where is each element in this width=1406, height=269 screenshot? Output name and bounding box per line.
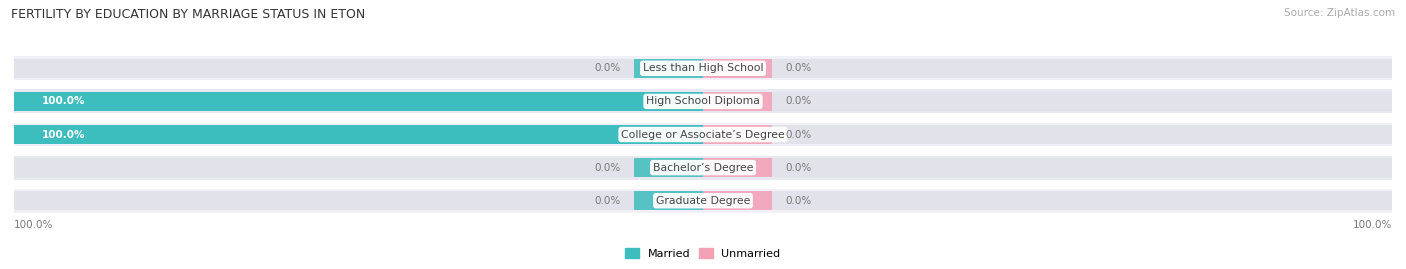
Bar — [14, 56, 1392, 80]
Bar — [634, 158, 703, 177]
Bar — [703, 158, 772, 177]
Bar — [14, 92, 1392, 111]
Text: 0.0%: 0.0% — [786, 129, 811, 140]
Bar — [703, 191, 772, 210]
Text: FERTILITY BY EDUCATION BY MARRIAGE STATUS IN ETON: FERTILITY BY EDUCATION BY MARRIAGE STATU… — [11, 8, 366, 21]
Bar — [14, 125, 703, 144]
Text: 0.0%: 0.0% — [786, 63, 811, 73]
Bar — [14, 90, 1392, 113]
Text: 100.0%: 100.0% — [42, 96, 86, 107]
Text: 0.0%: 0.0% — [595, 63, 620, 73]
Text: 0.0%: 0.0% — [786, 162, 811, 173]
Legend: Married, Unmarried: Married, Unmarried — [621, 243, 785, 263]
Text: 0.0%: 0.0% — [595, 196, 620, 206]
Text: Graduate Degree: Graduate Degree — [655, 196, 751, 206]
Bar — [14, 158, 1392, 177]
Text: 100.0%: 100.0% — [1353, 220, 1392, 230]
Bar — [14, 123, 1392, 146]
Text: 100.0%: 100.0% — [14, 220, 53, 230]
Bar — [14, 156, 1392, 179]
Bar — [703, 59, 772, 78]
Bar — [14, 125, 1392, 144]
Bar — [14, 92, 703, 111]
Text: Bachelor’s Degree: Bachelor’s Degree — [652, 162, 754, 173]
Text: 0.0%: 0.0% — [595, 162, 620, 173]
Bar — [703, 92, 772, 111]
Bar — [703, 125, 772, 144]
Text: Less than High School: Less than High School — [643, 63, 763, 73]
Bar — [634, 59, 703, 78]
Bar — [634, 92, 703, 111]
Text: High School Diploma: High School Diploma — [647, 96, 759, 107]
Bar — [14, 191, 1392, 210]
Text: College or Associate’s Degree: College or Associate’s Degree — [621, 129, 785, 140]
Text: Source: ZipAtlas.com: Source: ZipAtlas.com — [1284, 8, 1395, 18]
Bar — [14, 189, 1392, 213]
Bar — [634, 125, 703, 144]
Bar — [634, 191, 703, 210]
Bar — [14, 59, 1392, 78]
Text: 0.0%: 0.0% — [786, 196, 811, 206]
Text: 100.0%: 100.0% — [42, 129, 86, 140]
Text: 0.0%: 0.0% — [786, 96, 811, 107]
